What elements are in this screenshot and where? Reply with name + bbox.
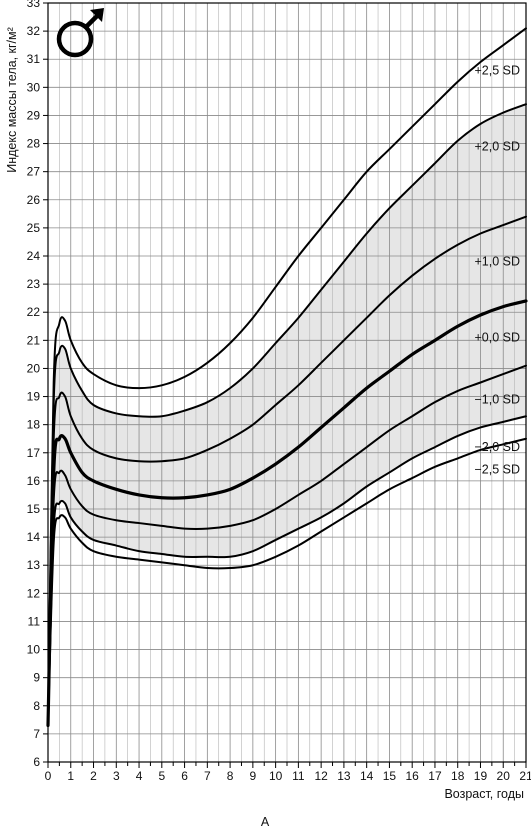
y-tick-labels: 6 7 8 9 10 11 12 13 14 15 16 17 18 19 20 21 22 23 24 25 26 27…: [27, 0, 41, 769]
series-label: +0,0 SD: [474, 331, 520, 345]
x-tick-label: 11: [292, 769, 305, 783]
x-tick-label: 0: [45, 769, 52, 783]
y-tick-label: 8: [33, 699, 40, 713]
curve-plus20SD: [47, 103, 527, 727]
y-tick-label: 31: [27, 52, 41, 66]
x-tick-label: 2: [90, 769, 97, 783]
x-tick-label: 5: [158, 769, 165, 783]
y-tick-label: 24: [27, 249, 41, 263]
y-tick-label: 32: [27, 24, 41, 38]
male-symbol-icon: [56, 8, 104, 58]
x-tick-label: 6: [181, 769, 188, 783]
y-tick-label: 11: [28, 614, 41, 628]
x-tick-label: 12: [314, 769, 328, 783]
x-tick-label: 15: [383, 769, 397, 783]
y-tick-label: 29: [27, 108, 41, 122]
y-tick-label: 6: [33, 755, 40, 769]
figure-caption: A: [261, 815, 270, 829]
y-tick-label: 18: [27, 418, 41, 432]
series-label: −2,5 SD: [474, 463, 520, 477]
curve-minus10SD: [47, 364, 527, 727]
y-tick-label: 23: [27, 277, 41, 291]
x-tick-label: 19: [474, 769, 488, 783]
x-tick-label: 20: [497, 769, 511, 783]
y-tick-label: 33: [27, 0, 41, 10]
y-tick-label: 17: [27, 446, 41, 460]
y-tick-label: 30: [27, 80, 41, 94]
y-tick-label: 13: [27, 558, 41, 572]
y-tick-label: 19: [27, 390, 41, 404]
x-tick-label: 14: [360, 769, 374, 783]
x-tick-label: 7: [204, 769, 211, 783]
y-tick-label: 16: [27, 474, 41, 488]
x-tick-label: 21: [519, 769, 531, 783]
y-tick-label: 12: [27, 586, 41, 600]
y-tick-label: 21: [27, 333, 41, 347]
series-label: +2,5 SD: [474, 63, 520, 77]
y-tick-label: 20: [27, 361, 41, 375]
series-label: +1,0 SD: [474, 255, 520, 269]
x-tick-label: 3: [113, 769, 120, 783]
curve-minus20SD: [47, 415, 527, 727]
y-tick-label: 10: [27, 643, 41, 657]
curve-plus10SD: [47, 215, 527, 727]
series-label: −2,0 SD: [474, 440, 520, 454]
curves-layer: [46, 27, 528, 728]
series-labels: +2,5 SD +2,0 SD +1,0 SD +0,0 SD −1,0 SD −2,0 …: [474, 63, 520, 476]
plot-frame-layer: [43, 2, 527, 768]
x-tick-label: 13: [337, 769, 351, 783]
y-tick-label: 22: [27, 305, 41, 319]
y-tick-label: 7: [33, 727, 40, 741]
series-label: +2,0 SD: [474, 139, 520, 153]
curve-plus25SD: [47, 27, 527, 727]
x-tick-label: 8: [227, 769, 234, 783]
x-tick-label: 10: [269, 769, 283, 783]
y-tick-label: 9: [33, 671, 40, 685]
y-tick-label: 28: [27, 137, 41, 151]
x-tick-label: 16: [406, 769, 420, 783]
y-axis-title: Индекс массы тела, кг/м²: [5, 27, 19, 173]
x-tick-label: 4: [136, 769, 143, 783]
curve-minus25SD: [47, 437, 527, 727]
series-label: −1,0 SD: [474, 392, 520, 406]
y-tick-label: 14: [27, 530, 41, 544]
x-tick-label: 18: [451, 769, 465, 783]
x-tick-label: 17: [428, 769, 442, 783]
x-axis-title: Возраст, годы: [444, 787, 524, 801]
x-tick-label: 9: [250, 769, 257, 783]
x-tick-label: 1: [67, 769, 74, 783]
y-tick-label: 27: [27, 165, 41, 179]
y-tick-label: 15: [27, 502, 41, 516]
y-tick-label: 26: [27, 193, 41, 207]
y-tick-label: 25: [27, 221, 41, 235]
curve-plus00SD: [46, 299, 528, 728]
x-tick-labels: 0 1 2 3 4 5 6 7 8 9 10 11 12 13 14 15 16 17 18 19 20 21: [45, 769, 531, 783]
